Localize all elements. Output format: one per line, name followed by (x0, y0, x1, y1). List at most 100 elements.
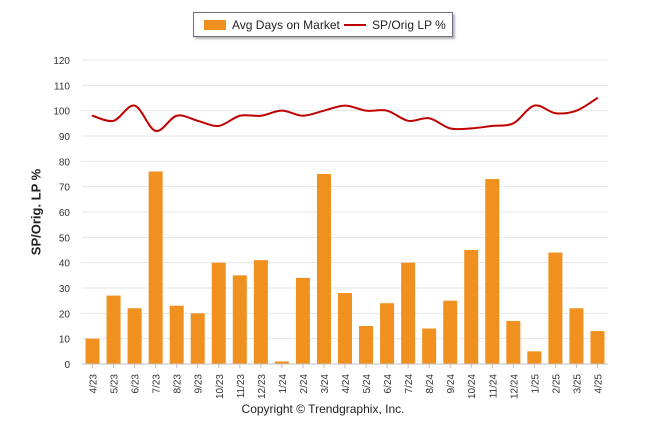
line-point (575, 109, 578, 112)
line-point (260, 114, 262, 117)
x-tick-label: 4/23 (89, 374, 100, 394)
y-axis-title: SP/Orig. LP % (28, 168, 44, 256)
x-tick-label: 3/25 (572, 374, 583, 394)
legend-item-line: SP/Orig LP % (344, 18, 446, 32)
x-tick-label: 7/23 (152, 374, 163, 394)
line-point (491, 125, 494, 127)
bar (232, 275, 247, 364)
bar (590, 331, 605, 364)
bar (380, 303, 395, 364)
legend: Avg Days on Market SP/Orig LP % (193, 12, 453, 37)
line-point (175, 114, 178, 117)
line-point (281, 109, 283, 112)
line-series (91, 97, 599, 132)
x-axis-ticks: 4/23 5/23 6/23 7/23 8/23 9/23 10/23 11/23 12/23 1… (89, 364, 604, 399)
y-tick-label: 90 (59, 132, 71, 143)
y-tick-label: 100 (53, 107, 70, 118)
x-tick-label: 4/24 (341, 374, 352, 394)
bar (401, 262, 416, 364)
line-point (428, 117, 430, 120)
bar (569, 308, 584, 364)
bar (548, 252, 563, 364)
bar (338, 293, 352, 364)
x-tick-label: 4/25 (593, 374, 604, 394)
y-tick-label: 30 (59, 284, 71, 295)
line-point (302, 114, 304, 117)
x-tick-label: 9/23 (194, 374, 205, 394)
line-point (133, 104, 136, 107)
y-tick-label: 80 (59, 157, 71, 168)
line-point (596, 97, 599, 99)
bar (316, 174, 331, 364)
x-tick-label: 11/23 (236, 374, 247, 399)
line-point (407, 120, 409, 122)
line-point (112, 120, 115, 122)
bar (527, 351, 542, 364)
line-point (386, 109, 388, 112)
bar (464, 250, 479, 364)
x-tick-label: 9/24 (446, 374, 457, 394)
y-tick-label: 70 (59, 183, 71, 194)
line-point (512, 122, 515, 125)
x-tick-label: 5/23 (110, 374, 121, 394)
bar (485, 179, 500, 364)
y-tick-label: 10 (59, 335, 71, 346)
legend-item-bar: Avg Days on Market (204, 18, 340, 32)
x-tick-label: 8/24 (425, 374, 436, 394)
legend-bar-swatch (204, 20, 226, 30)
y-tick-label: 50 (59, 233, 71, 244)
bar (148, 171, 163, 364)
bar-series (85, 171, 605, 364)
legend-line-swatch (344, 24, 366, 26)
x-tick-label: 2/25 (551, 374, 562, 394)
x-tick-label: 6/24 (383, 374, 394, 394)
x-tick-label: 8/23 (173, 374, 184, 394)
y-tick-label: 40 (59, 259, 71, 270)
x-tick-label: 1/24 (278, 374, 289, 394)
line-point (470, 127, 473, 130)
line-series-path (92, 97, 599, 132)
line-point (449, 127, 452, 130)
bar (295, 277, 310, 364)
bar (85, 338, 100, 364)
x-tick-label: 7/24 (404, 374, 415, 394)
line-point (554, 112, 557, 114)
y-tick-label: 20 (59, 309, 71, 320)
bar (359, 326, 374, 364)
line-point (154, 130, 157, 132)
x-tick-label: 5/24 (362, 374, 373, 394)
x-tick-label: 3/24 (320, 374, 331, 394)
line-point (196, 120, 199, 122)
y-tick-label: 0 (64, 360, 70, 371)
y-axis-ticks: 0 10 20 30 40 50 60 70 80 90 100 110 120 (53, 56, 70, 371)
x-tick-label: 12/24 (509, 374, 520, 399)
y-tick-label: 120 (53, 56, 70, 67)
y-tick-label: 60 (59, 208, 71, 219)
line-point (91, 114, 94, 117)
x-tick-label: 11/24 (488, 374, 499, 399)
y-tick-label: 110 (54, 81, 70, 92)
bar (127, 308, 142, 364)
x-tick-label: 2/24 (299, 374, 310, 394)
line-point (344, 104, 346, 107)
bar (422, 328, 437, 364)
bar (169, 305, 184, 364)
x-tick-label: 1/25 (530, 374, 541, 394)
legend-label-bar: Avg Days on Market (232, 18, 340, 32)
gridlines (82, 59, 608, 340)
x-tick-label: 6/23 (131, 374, 142, 394)
line-point (323, 109, 325, 112)
bar (190, 313, 205, 364)
copyright-footer: Copyright © Trendgraphix, Inc. (241, 402, 405, 416)
line-point (365, 109, 367, 112)
x-tick-label: 12/23 (257, 374, 268, 399)
bar (106, 295, 121, 364)
legend-label-line: SP/Orig LP % (372, 18, 446, 32)
line-point (217, 125, 220, 127)
bar (506, 320, 521, 364)
x-tick-label: 10/24 (467, 374, 478, 399)
line-point (533, 104, 536, 107)
bar (253, 260, 268, 364)
x-tick-label: 10/23 (215, 374, 226, 399)
